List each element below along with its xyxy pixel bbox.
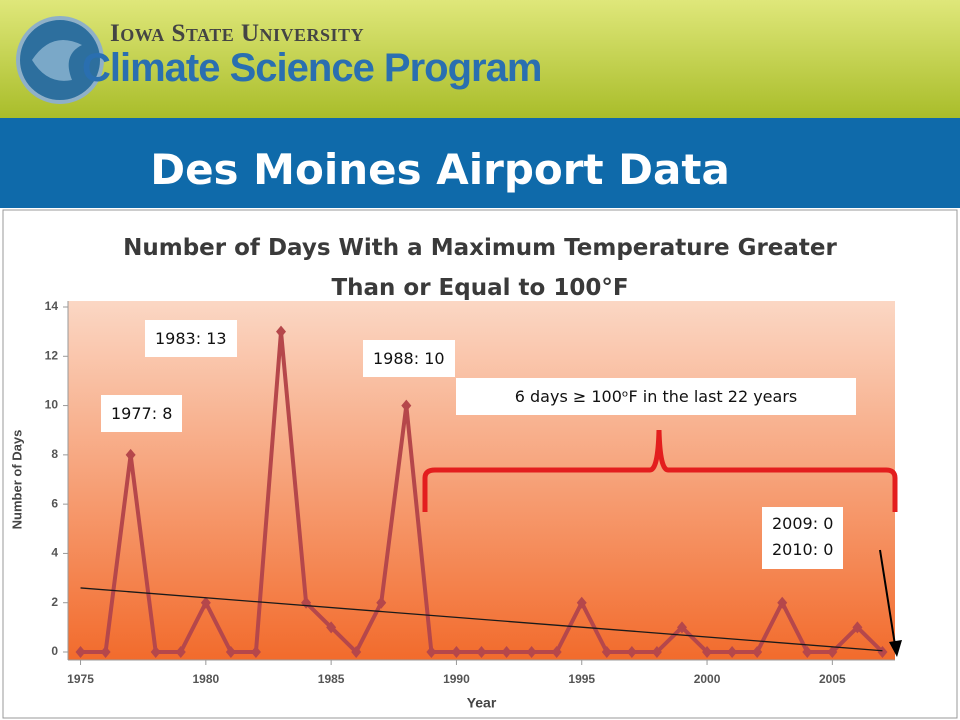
x-tick-label: 1990 [443, 672, 470, 686]
trendline [80, 587, 883, 652]
data-point [827, 646, 838, 658]
data-point [451, 646, 462, 658]
data-point [676, 621, 687, 634]
x-tick-label: 2005 [819, 672, 846, 686]
data-point [326, 621, 337, 634]
y-tick-label: 2 [51, 595, 58, 609]
data-point [75, 646, 86, 658]
y-axis-label: Number of Days [9, 430, 24, 530]
data-point [626, 646, 637, 658]
y-tick-label: 4 [51, 546, 58, 560]
data-point [225, 646, 236, 658]
data-point [426, 646, 437, 658]
program: Climate Science Program [82, 46, 542, 90]
data-point [727, 646, 738, 658]
y-tick-label: 8 [51, 447, 58, 461]
annotation: 2009: 0 [772, 514, 834, 533]
logo [16, 16, 104, 104]
data-point [175, 646, 186, 658]
x-axis-label: Year [467, 695, 497, 711]
chart-title: Number of Days With a Maximum Temperatur… [123, 235, 837, 301]
data-point [852, 621, 863, 634]
annotation: 1988: 10 [363, 340, 455, 377]
data-point [576, 596, 587, 609]
y-tick-label: 12 [45, 348, 59, 362]
annotation: 1983: 13 [145, 320, 237, 357]
x-tick-label: 1975 [67, 672, 94, 686]
header: Iowa State University Climate Science Pr… [0, 0, 960, 118]
data-point [250, 646, 261, 658]
y-tick-label: 10 [45, 398, 59, 412]
data-point [376, 596, 387, 609]
annotation: 1977: 8 [101, 395, 183, 432]
data-point [702, 646, 713, 658]
data-point [401, 399, 412, 412]
annotation: 6 days ≥ 100ᵒF in the last 22 years [456, 378, 856, 415]
data-point [526, 646, 537, 658]
data-point [777, 596, 788, 609]
data-point [651, 646, 662, 658]
x-tick-label: 1980 [192, 672, 219, 686]
annotation: 2010: 0 [772, 540, 834, 559]
data-point [601, 646, 612, 658]
data-point [200, 596, 211, 609]
data-point [501, 646, 512, 658]
x-tick-label: 1995 [568, 672, 595, 686]
university: Iowa State University [110, 20, 365, 47]
y-tick-label: 6 [51, 496, 58, 510]
data-point [100, 646, 111, 658]
y-tick-label: 0 [51, 644, 58, 658]
data-point [551, 646, 562, 658]
data-point [802, 646, 813, 658]
data-point [276, 325, 287, 338]
data-point [877, 646, 888, 658]
x-tick-label: 1985 [318, 672, 345, 686]
x-tick-label: 2000 [694, 672, 721, 686]
data-point [752, 646, 763, 658]
data-point [476, 646, 487, 658]
y-tick-label: 14 [45, 299, 59, 313]
data-point [125, 448, 136, 461]
slide-title: Des Moines Airport Data [150, 145, 730, 194]
annotation-box: 2009: 0 2010: 0 [762, 507, 844, 569]
data-point [150, 646, 161, 658]
data-point [351, 646, 362, 658]
title-band [0, 118, 960, 208]
